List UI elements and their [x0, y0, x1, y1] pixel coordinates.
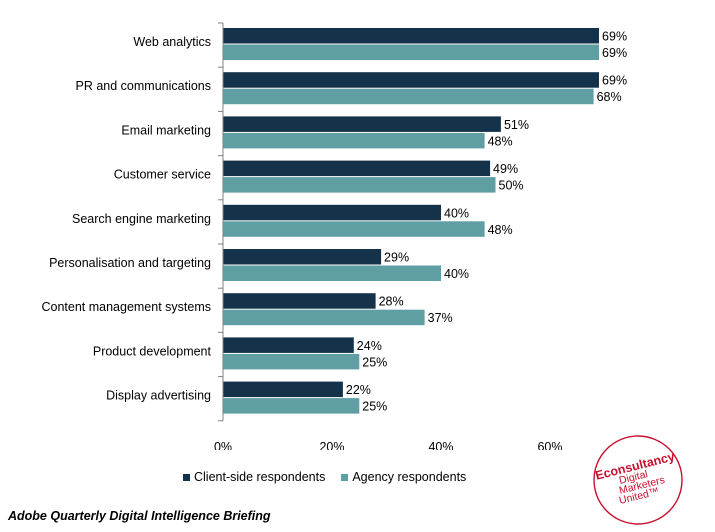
category-label: Customer service: [114, 168, 211, 182]
bar: [223, 160, 491, 177]
logo-ring: [593, 435, 683, 525]
legend-label-agency: Agency respondents: [352, 470, 467, 484]
data-label: 25%: [362, 355, 387, 369]
legend-label-client-side: Client-side respondents: [194, 470, 326, 484]
category-label: Web analytics: [133, 35, 211, 49]
bar: [223, 204, 441, 221]
legend-item-client-side: Client-side respondents: [183, 470, 325, 484]
bar: [223, 88, 594, 105]
bar: [223, 116, 501, 132]
data-label: 29%: [384, 251, 409, 265]
category-label: Content management systems: [41, 300, 211, 314]
data-label: 49%: [493, 162, 518, 176]
x-tick-label: 0%: [214, 440, 232, 450]
bar: [223, 132, 485, 149]
data-label: 69%: [602, 30, 627, 44]
data-label: 50%: [499, 179, 524, 193]
category-label: Personalisation and targeting: [49, 256, 211, 270]
data-label: 69%: [602, 74, 627, 88]
source-footer: Adobe Quarterly Digital Intelligence Bri…: [8, 509, 271, 523]
bar: [223, 353, 360, 370]
bar: [223, 337, 354, 353]
category-label: Email marketing: [121, 123, 211, 137]
data-label: 24%: [357, 339, 382, 353]
category-label: PR and communications: [76, 79, 211, 93]
data-label: 51%: [504, 118, 529, 132]
data-label: 22%: [346, 383, 371, 397]
econsultancy-logo: Econsultancy Digital Marketers United™: [593, 435, 683, 525]
legend-item-agency: Agency respondents: [341, 470, 466, 484]
data-label: 28%: [379, 295, 404, 309]
data-label: 25%: [362, 400, 387, 414]
legend-swatch-client-side: [183, 473, 190, 481]
data-label: 48%: [488, 223, 513, 237]
bar: [223, 293, 376, 309]
bar: [223, 381, 343, 398]
category-label: Search engine marketing: [72, 212, 211, 226]
bar: [223, 44, 599, 60]
category-label: Display advertising: [106, 389, 211, 403]
legend-swatch-agency: [341, 473, 349, 481]
bar: [223, 249, 382, 265]
bar-chart: Web analytics 69% 69% PR and communications…: [41, 22, 627, 450]
data-label: 69%: [602, 46, 627, 60]
x-tick-label: 40%: [428, 440, 453, 450]
data-label: 40%: [444, 267, 469, 281]
bar: [223, 398, 360, 414]
bar: [223, 221, 485, 237]
x-tick-label: 20%: [319, 440, 344, 450]
chart-legend: Client-side respondents Agency responden…: [183, 470, 466, 484]
x-tick-label: 60%: [537, 440, 562, 450]
bar: [223, 28, 599, 44]
bar: [223, 177, 496, 193]
bar: [223, 309, 425, 326]
data-label: 68%: [597, 90, 622, 104]
bar: [223, 265, 441, 281]
bar: [223, 72, 599, 88]
category-label: Product development: [93, 344, 212, 358]
data-label: 37%: [428, 311, 453, 325]
data-label: 40%: [444, 206, 469, 220]
data-label: 48%: [488, 134, 513, 148]
